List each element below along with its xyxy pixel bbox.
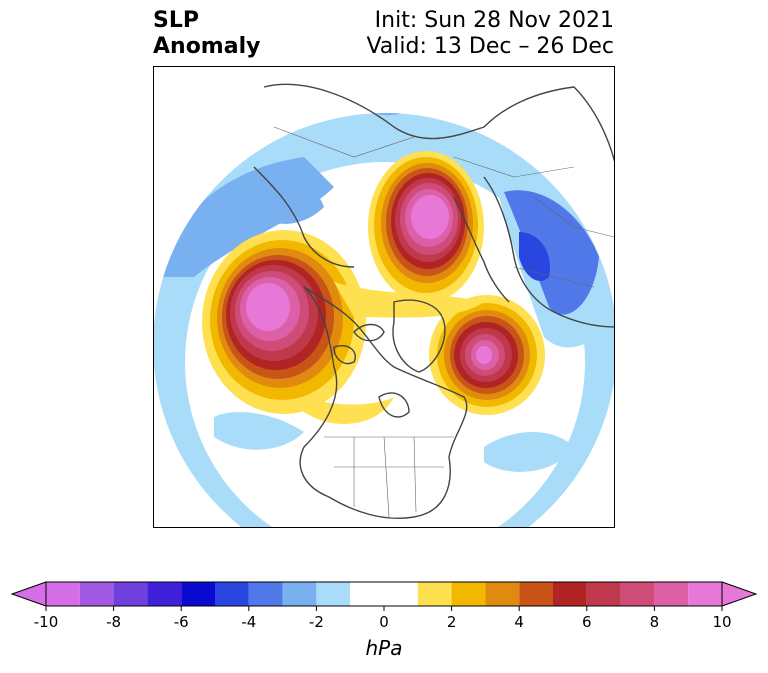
arctic-island-2	[333, 345, 356, 365]
coastlines	[253, 83, 614, 519]
neg-europe-core	[519, 232, 550, 281]
colorbar-bin	[181, 582, 215, 606]
colorbar-bin	[451, 582, 486, 606]
colorbar-tick-label: -4	[241, 613, 256, 631]
pos-greenland	[429, 295, 545, 415]
colorbar-bin	[147, 582, 182, 606]
colorbar-bin	[519, 582, 553, 606]
colorbar-bin	[248, 582, 283, 606]
colorbar-bin	[215, 582, 249, 606]
siberia-coast	[253, 166, 355, 268]
colorbar-tick-label: 6	[582, 613, 592, 631]
north-america-outline	[299, 286, 468, 519]
colorbar-bin	[688, 582, 722, 606]
colorbar-bin	[79, 582, 114, 606]
political-borders	[273, 126, 614, 518]
colorbar-tick-label: 4	[514, 613, 524, 631]
arctic-island-1	[353, 323, 385, 342]
neg-arctic-core	[344, 113, 414, 116]
colorbar-tick-label: -6	[174, 613, 189, 631]
hudson-bay	[378, 392, 410, 418]
anomaly-map	[153, 66, 615, 528]
colorbar-bin	[620, 582, 655, 606]
colorbar-bin	[316, 582, 351, 606]
colorbar: -10 -8 -6 -4 -2 0 2 4 6 8 10	[10, 581, 758, 631]
title-variable-type: Anomaly	[153, 34, 261, 59]
europe-coast	[483, 176, 614, 328]
colorbar-bin	[654, 582, 689, 606]
colorbar-bin	[46, 582, 80, 606]
pos-gulf-of-alaska	[202, 230, 366, 414]
title-block-left: SLP Anomaly	[153, 8, 260, 60]
title-variable: SLP	[153, 8, 199, 33]
colorbar-extend-max	[721, 581, 758, 607]
neg-europe-mid	[504, 190, 599, 315]
anomaly-field	[154, 113, 614, 527]
colorbar-tick-label: 2	[447, 613, 457, 631]
colorbar-bin	[417, 582, 452, 606]
colorbar-extend-min	[10, 581, 47, 607]
colorbar-tick-label: 8	[650, 613, 660, 631]
colorbar-tick-label: -10	[34, 613, 59, 631]
colorbar-bin	[586, 582, 621, 606]
scandinavia-coast	[453, 196, 510, 303]
colorbar-bin	[485, 582, 520, 606]
eurasia-north-coast	[263, 83, 614, 163]
colorbar-bin	[553, 582, 587, 606]
colorbar-bin	[350, 582, 418, 606]
neg-arctic-top	[274, 113, 484, 123]
valid-range: Valid: 13 Dec – 26 Dec	[366, 34, 614, 59]
colorbar-unit: hPa	[365, 636, 403, 660]
colorbar-bin	[282, 582, 317, 606]
title-block-right: Init: Sun 28 Nov 2021 Valid: 13 Dec – 26…	[366, 8, 614, 60]
neg-subtropical-atlantic	[484, 432, 574, 472]
colorbar-tick-label: -2	[309, 613, 324, 631]
map-svg	[154, 83, 614, 527]
pos-scandinavia	[368, 151, 484, 303]
colorbar-tick-label: 0	[379, 613, 389, 631]
colorbar-tick-label: -8	[106, 613, 121, 631]
neg-subtropical-pacific	[214, 412, 304, 450]
neg-siberia	[254, 184, 324, 224]
init-date: Init: Sun 28 Nov 2021	[374, 8, 614, 33]
greenland-outline	[392, 299, 446, 373]
colorbar-tick-label: 10	[712, 613, 731, 631]
colorbar-bin	[113, 582, 148, 606]
